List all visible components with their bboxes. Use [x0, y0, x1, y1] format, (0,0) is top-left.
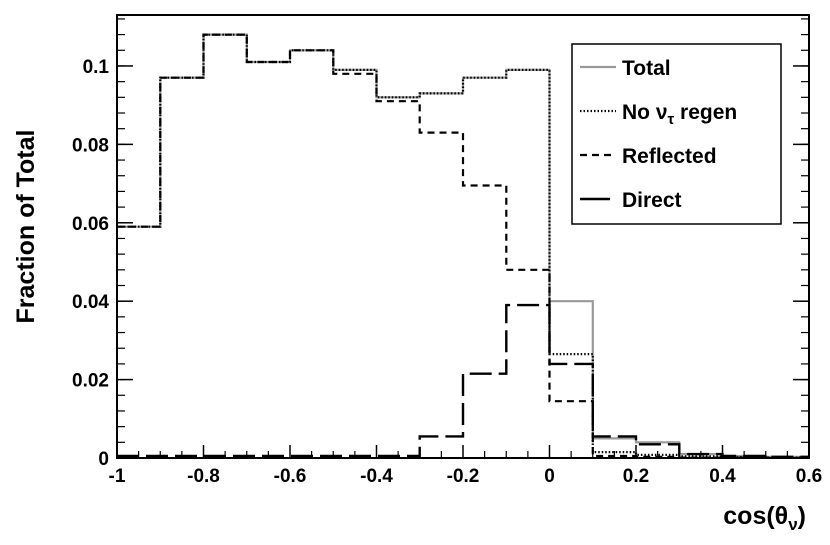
- y-tick-label: 0.08: [72, 135, 109, 156]
- legend-label-1: No ντ regen: [622, 101, 737, 128]
- y-tick-label: 0.1: [83, 57, 110, 78]
- y-tick-label: 0.04: [72, 292, 109, 313]
- y-tick-label: 0: [98, 449, 109, 470]
- x-tick-label: 0.4: [709, 466, 736, 487]
- x-tick-label: -0.2: [447, 466, 480, 487]
- x-tick-label: 0: [544, 466, 555, 487]
- legend-label-3: Direct: [622, 189, 682, 212]
- x-axis-label-close: ): [798, 502, 806, 530]
- x-tick-label: -0.8: [187, 466, 220, 487]
- x-tick-label: -0.6: [274, 466, 307, 487]
- x-axis-label-sub: ν: [788, 515, 797, 534]
- y-axis-label: Fraction of Total: [12, 130, 40, 324]
- series-line-2: [117, 33, 809, 459]
- ticks-layer: -1 -0.8 -0.6 -0.4 -0.2 0 0.2 0.4 0.6 0 0.02 0.04 0.0…: [72, 18, 822, 487]
- legend: Total No ντ regen Reflected Direct: [571, 43, 782, 225]
- x-tick-label: 0.2: [623, 466, 649, 487]
- x-tick-label: 0.6: [796, 466, 822, 487]
- legend-box: [571, 43, 782, 225]
- x-axis-label-main: cos(θ: [723, 502, 788, 530]
- x-tick-label: -0.4: [360, 466, 393, 487]
- y-tick-label: 0.06: [72, 214, 109, 235]
- x-tick-label: -1: [109, 466, 126, 487]
- legend-label-0: Total: [622, 57, 671, 80]
- legend-label-2: Reflected: [622, 145, 717, 168]
- x-axis-label: cos(θν): [723, 502, 806, 534]
- series-line-3: [117, 303, 809, 458]
- y-tick-label: 0.02: [72, 371, 109, 392]
